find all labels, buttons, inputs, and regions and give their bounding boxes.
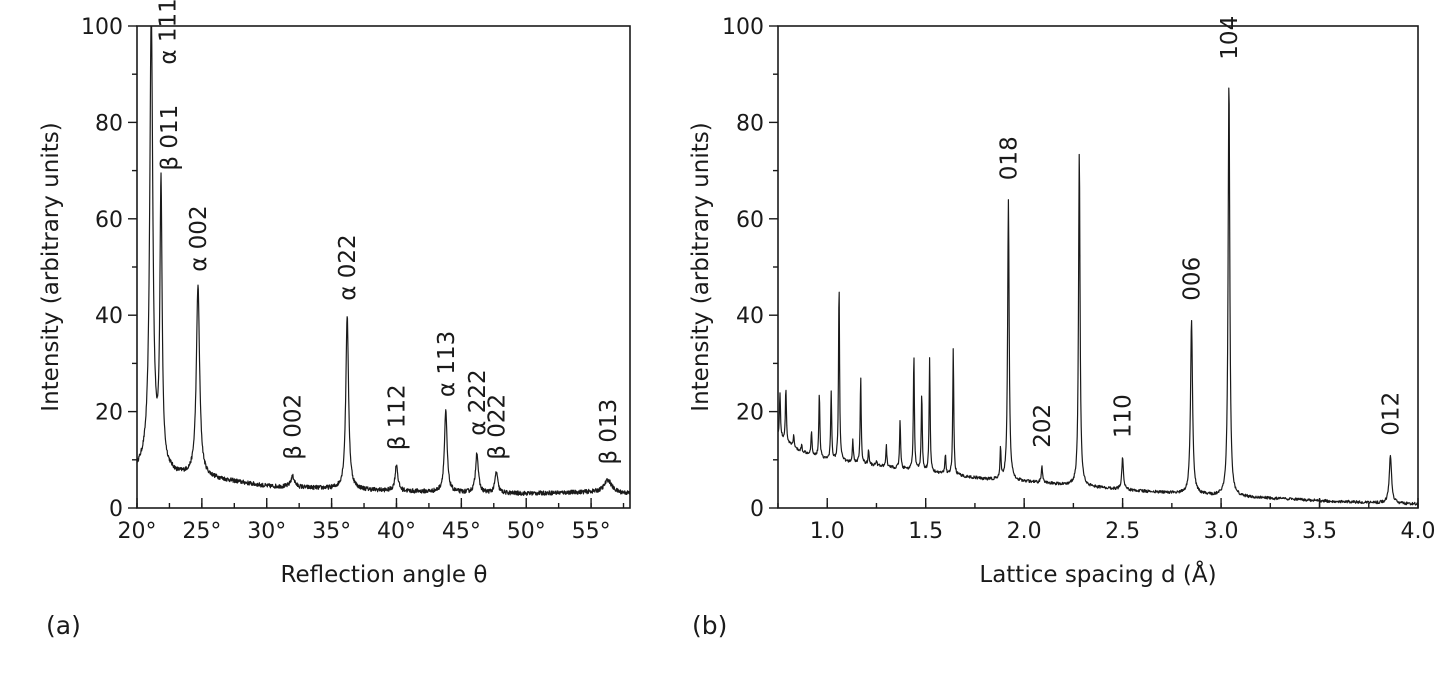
y-tick-label-b-4: 80 (736, 111, 764, 136)
x-tick-label-a-4: 40° (377, 519, 416, 544)
peak-label-b-26: 012 (1378, 392, 1404, 436)
peak-label-a-1: β 011 (157, 105, 183, 171)
x-tick-label-a-3: 35° (312, 519, 351, 544)
chart-b-panel-label: (b) (692, 611, 727, 640)
peak-label-a-7: α 222 (465, 369, 491, 435)
x-tick-label-a-5: 45° (442, 519, 481, 544)
peak-label-a-5: β 112 (385, 384, 411, 450)
y-tick-label-a-2: 40 (95, 304, 123, 329)
y-tick-label-b-1: 20 (736, 401, 764, 426)
peak-label-a-2: α 002 (186, 205, 212, 271)
y-tick-label-b-5: 100 (722, 15, 764, 40)
peak-label-b-21: 202 (1030, 404, 1056, 448)
y-tick-label-b-3: 60 (736, 208, 764, 233)
peak-label-a-6: α 113 (434, 331, 460, 397)
x-tick-label-b-3: 2.5 (1105, 519, 1140, 544)
peak-label-a-8: β 022 (484, 394, 510, 460)
peak-label-b-20: 018 (996, 136, 1022, 180)
chart-b-xlabel: Lattice spacing d (Å) (979, 560, 1216, 588)
x-tick-label-a-6: 50° (507, 519, 546, 544)
chart-b-ylabel: Intensity (arbitrary units) (688, 122, 714, 411)
peak-label-b-24: 006 (1180, 257, 1206, 301)
x-tick-label-a-0: 20° (118, 519, 157, 544)
x-tick-label-a-2: 30° (247, 519, 286, 544)
peak-label-a-0: α 111 (155, 0, 181, 65)
chart-b-frame (777, 25, 1419, 509)
y-tick-label-a-0: 0 (109, 497, 123, 522)
x-tick-label-b-4: 3.0 (1204, 519, 1239, 544)
x-tick-label-b-1: 1.5 (908, 519, 943, 544)
chart-a-xlabel: Reflection angle θ (281, 562, 488, 588)
peak-label-a-3: β 002 (281, 394, 307, 460)
chart-a-plot-area (137, 26, 630, 496)
chart-panel-b: 1.0 1.5 2.0 2.5 3.0 3.5 4.0 0 20 40 60 80 100 018 202… (688, 15, 1436, 640)
x-tick-label-b-2: 2.0 (1007, 519, 1042, 544)
chart-a-ylabel: Intensity (arbitrary units) (38, 122, 64, 411)
y-tick-label-b-2: 40 (736, 304, 764, 329)
x-tick-label-b-0: 1.0 (810, 519, 845, 544)
y-tick-label-a-4: 80 (95, 111, 123, 136)
chart-b-plot-area (778, 87, 1418, 506)
peak-label-a-9: β 013 (596, 399, 622, 465)
chart-panel-a: 20° 25° 30° 35° 40° 45° 50° 55° 0 20 40 60 80 100 α 1… (38, 0, 631, 640)
y-tick-label-a-5: 100 (81, 15, 123, 40)
chart-a-trace (137, 26, 630, 496)
peak-label-b-25: 104 (1217, 16, 1243, 60)
x-tick-label-a-1: 25° (182, 519, 221, 544)
chart-b-ticks: 1.0 1.5 2.0 2.5 3.0 3.5 4.0 0 20 40 60 80 100 (722, 15, 1436, 544)
chart-b-trace (778, 87, 1418, 506)
peak-label-a-4: α 022 (335, 234, 361, 300)
y-tick-label-a-3: 60 (95, 208, 123, 233)
y-tick-label-a-1: 20 (95, 401, 123, 426)
x-tick-label-b-5: 3.5 (1302, 519, 1337, 544)
x-tick-label-a-7: 55° (572, 519, 611, 544)
chart-a-ticks: 20° 25° 30° 35° 40° 45° 50° 55° 0 20 40 60 80 100 (81, 15, 625, 544)
y-tick-label-b-0: 0 (750, 497, 764, 522)
peak-label-b-23: 110 (1111, 394, 1137, 438)
chart-a-panel-label: (a) (46, 611, 81, 640)
chart-b-peak-labels: 018 202 110 006 104 012 (996, 16, 1404, 448)
x-tick-label-b-6: 4.0 (1401, 519, 1436, 544)
